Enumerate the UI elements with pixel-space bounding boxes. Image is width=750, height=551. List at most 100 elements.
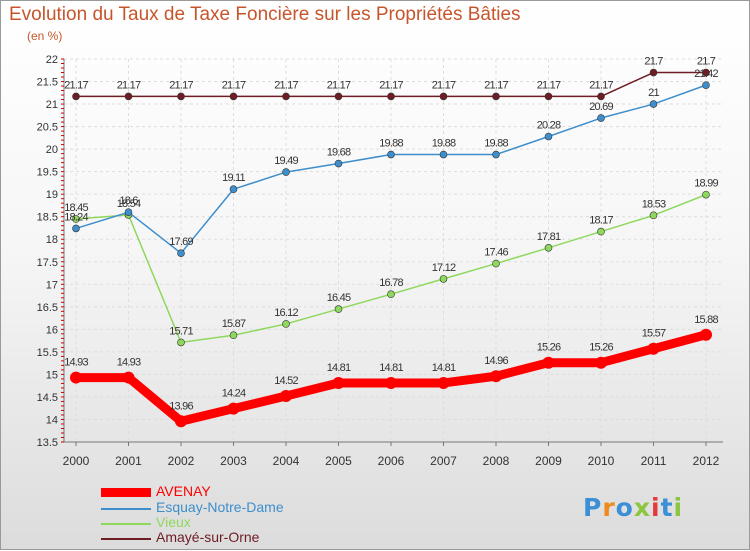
y-tick-label: 17: [46, 279, 58, 291]
data-point-avenay: [227, 402, 240, 415]
data-label-amaye-sur-orne: 21.17: [537, 79, 561, 91]
data-label-avenay: 14.81: [379, 362, 403, 374]
data-point-esquay-notre-dame: [702, 81, 710, 89]
data-label-avenay: 15.26: [537, 342, 561, 354]
x-tick-label: 2008: [483, 454, 510, 468]
data-label-esquay-notre-dame: 19.68: [327, 147, 351, 159]
x-tick-label: 2012: [693, 454, 720, 468]
data-label-amaye-sur-orne: 21.17: [222, 79, 246, 91]
x-tick-label: 2009: [535, 454, 562, 468]
data-point-esquay-notre-dame: [72, 224, 80, 233]
data-point-esquay-notre-dame: [229, 185, 238, 194]
data-label-amaye-sur-orne: 21.17: [327, 79, 351, 91]
data-label-amaye-sur-orne: 21.7: [644, 56, 663, 68]
data-label-vieux: 15.71: [169, 325, 193, 337]
x-tick-label: 2006: [378, 454, 405, 468]
data-point-vieux: [229, 331, 238, 340]
legend-swatch-vieux: [101, 523, 151, 525]
data-point-amaye-sur-orne: [649, 68, 658, 77]
data-point-amaye-sur-orne: [334, 92, 343, 101]
data-label-amaye-sur-orne: 21.17: [117, 79, 141, 91]
data-point-esquay-notre-dame: [282, 168, 290, 176]
data-point-esquay-notre-dame: [124, 208, 133, 216]
logo-letter: t: [660, 493, 674, 522]
y-tick-label: 15.5: [37, 347, 58, 359]
data-point-avenay: [385, 376, 397, 389]
data-point-esquay-notre-dame: [334, 159, 343, 168]
data-point-vieux: [387, 290, 395, 299]
data-label-avenay: 14.96: [484, 355, 508, 367]
x-tick-label: 2000: [63, 454, 90, 468]
data-point-avenay: [595, 356, 607, 369]
data-point-esquay-notre-dame: [439, 150, 448, 159]
data-label-avenay: 14.52: [274, 375, 298, 387]
data-point-amaye-sur-orne: [124, 92, 133, 101]
data-point-avenay: [70, 371, 82, 384]
proxiti-logo: Proxiti: [583, 493, 683, 522]
data-label-avenay: 15.88: [694, 314, 718, 326]
legend-label-esquay: Esquay-Notre-Dame: [156, 499, 284, 515]
y-tick-label: 21.5: [37, 77, 58, 89]
data-point-amaye-sur-orne: [72, 92, 80, 101]
data-point-vieux: [334, 305, 343, 313]
data-point-vieux: [544, 243, 553, 252]
data-point-amaye-sur-orne: [702, 68, 710, 77]
legend-label-amaye: Amayé-sur-Orne: [156, 529, 260, 545]
y-tick-label: 15: [46, 369, 58, 381]
data-label-esquay-notre-dame: 19.49: [274, 155, 298, 167]
data-label-esquay-notre-dame: 21.42: [694, 68, 718, 80]
data-label-avenay: 14.81: [327, 362, 351, 374]
data-label-avenay: 13.96: [169, 400, 193, 412]
data-point-vieux: [72, 215, 80, 223]
data-point-vieux: [702, 190, 710, 199]
y-tick-label: 20: [46, 144, 58, 156]
data-point-vieux: [439, 275, 448, 283]
data-point-esquay-notre-dame: [492, 150, 500, 159]
data-point-avenay: [175, 415, 187, 428]
data-label-avenay: 14.93: [64, 357, 88, 369]
data-label-vieux: 18.53: [642, 198, 666, 210]
data-label-vieux: 18.17: [589, 215, 613, 227]
data-label-vieux: 16.12: [274, 307, 298, 319]
data-point-esquay-notre-dame: [597, 114, 605, 122]
data-point-amaye-sur-orne: [439, 92, 448, 101]
y-tick-label: 22: [46, 54, 58, 66]
data-point-vieux: [649, 211, 658, 220]
data-label-amaye-sur-orne: 21.7: [697, 56, 716, 68]
data-point-avenay: [437, 376, 450, 389]
data-point-amaye-sur-orne: [229, 92, 238, 101]
x-tick-label: 2002: [168, 454, 195, 468]
legend-label-vieux: Vieux: [156, 514, 191, 530]
data-point-avenay: [332, 376, 345, 389]
data-label-esquay-notre-dame: 19.88: [432, 138, 456, 150]
y-tick-label: 21: [46, 99, 58, 111]
data-point-amaye-sur-orne: [597, 92, 605, 101]
x-tick-label: 2005: [325, 454, 352, 468]
y-tick-label: 16.5: [37, 302, 58, 314]
series-layer: [70, 68, 712, 428]
data-label-esquay-notre-dame: 20.28: [537, 120, 561, 132]
data-point-vieux: [177, 338, 185, 347]
x-tick-label: 2011: [641, 454, 667, 468]
y-tick-label: 13.5: [37, 437, 58, 449]
data-point-amaye-sur-orne: [492, 92, 500, 101]
logo-letter: x: [633, 493, 651, 522]
logo-letter: i: [651, 493, 661, 522]
data-label-esquay-notre-dame: 19.11: [222, 172, 245, 184]
data-label-vieux: 16.45: [327, 292, 351, 304]
data-label-esquay-notre-dame: 18.6: [119, 195, 138, 207]
data-label-vieux: 18.99: [694, 178, 718, 190]
data-point-amaye-sur-orne: [544, 92, 553, 101]
data-label-avenay: 14.81: [432, 362, 456, 374]
data-label-esquay-notre-dame: 19.88: [379, 138, 403, 150]
unit-label: (en %): [27, 29, 63, 43]
data-point-vieux: [492, 259, 500, 268]
data-point-avenay: [542, 356, 555, 369]
logo-letter: o: [615, 493, 634, 522]
data-label-vieux: 18.45: [64, 202, 88, 214]
y-tick-label: 14.5: [37, 392, 58, 404]
data-point-amaye-sur-orne: [177, 92, 185, 101]
data-point-vieux: [597, 227, 605, 236]
